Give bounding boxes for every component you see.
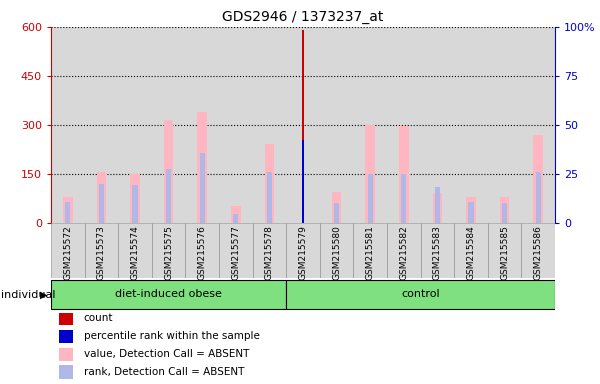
Bar [152,27,185,223]
Bar [488,223,521,278]
Bar [164,120,173,223]
Bar [500,197,509,223]
Bar [265,144,274,223]
Bar [286,280,555,310]
Text: GSM215573: GSM215573 [97,225,106,280]
Bar [59,311,73,325]
Bar [59,329,73,343]
Bar [51,223,85,278]
Bar [185,223,219,278]
Text: GSM215576: GSM215576 [198,225,206,280]
Bar [233,214,238,223]
Text: GSM215579: GSM215579 [299,225,308,280]
Bar [521,27,555,223]
Bar [166,169,171,223]
Bar [368,174,373,223]
Bar [365,125,375,223]
Bar [51,280,286,310]
Bar [320,27,353,223]
Bar [231,207,241,223]
Text: rank, Detection Call = ABSENT: rank, Detection Call = ABSENT [84,367,244,377]
Text: count: count [84,313,113,323]
Text: GSM215586: GSM215586 [534,225,543,280]
Text: value, Detection Call = ABSENT: value, Detection Call = ABSENT [84,349,249,359]
Bar [197,112,207,223]
Bar [521,223,555,278]
Bar [133,185,137,223]
Bar [399,126,409,223]
Bar [267,172,272,223]
Bar [200,152,205,223]
Bar [85,27,118,223]
Bar [435,187,440,223]
Bar [302,30,304,223]
Text: percentile rank within the sample: percentile rank within the sample [84,331,260,341]
Bar [302,141,304,223]
Text: control: control [401,289,440,299]
Text: diet-induced obese: diet-induced obese [115,289,222,299]
Bar [85,223,118,278]
Text: GSM215582: GSM215582 [400,225,409,280]
Bar [99,184,104,223]
Bar [51,27,85,223]
Bar [320,223,353,278]
Bar [152,223,185,278]
Bar [401,174,406,223]
Bar [353,27,387,223]
Text: individual: individual [1,290,56,300]
Text: GSM215574: GSM215574 [131,225,139,280]
Text: GSM215581: GSM215581 [366,225,375,280]
Bar [185,27,219,223]
Bar [97,172,106,223]
Text: ▶: ▶ [40,290,47,300]
Text: GSM215583: GSM215583 [433,225,442,280]
Bar [454,223,488,278]
Text: GSM215577: GSM215577 [232,225,240,280]
Bar [334,203,339,223]
Bar [488,27,521,223]
Bar [469,202,473,223]
Bar [59,366,73,379]
Text: GSM215584: GSM215584 [467,225,476,280]
Bar [65,202,70,223]
Bar [387,223,421,278]
Text: GSM215578: GSM215578 [265,225,274,280]
Bar [454,27,488,223]
Bar [433,193,442,223]
Text: GSM215572: GSM215572 [64,225,73,280]
Bar [286,223,320,278]
Bar [63,197,73,223]
Text: GSM215580: GSM215580 [332,225,341,280]
Bar [253,27,286,223]
Bar [466,197,476,223]
Bar [253,223,286,278]
Bar [59,348,73,361]
Bar [118,223,152,278]
Bar [387,27,421,223]
Text: GSM215575: GSM215575 [164,225,173,280]
Bar [118,27,152,223]
Bar [502,203,507,223]
Bar [219,27,253,223]
Text: GSM215585: GSM215585 [500,225,509,280]
Bar [536,172,541,223]
Bar [219,223,253,278]
Bar [353,223,387,278]
Title: GDS2946 / 1373237_at: GDS2946 / 1373237_at [223,10,383,25]
Bar [332,192,341,223]
Bar [421,223,454,278]
Bar [533,135,543,223]
Bar [130,174,140,223]
Bar [421,27,454,223]
Bar [286,27,320,223]
